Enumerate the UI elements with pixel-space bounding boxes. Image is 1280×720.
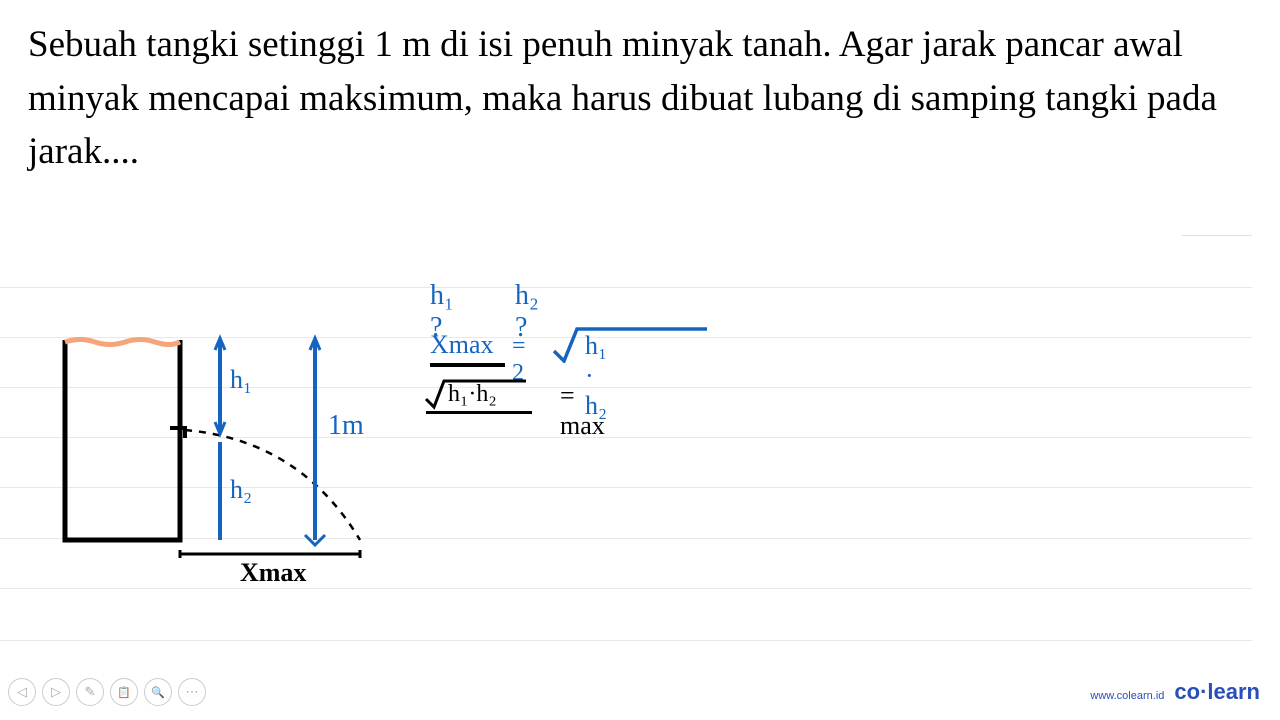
- clipboard-button[interactable]: 📋: [110, 678, 138, 706]
- pen-button[interactable]: ✎: [76, 678, 104, 706]
- pen-icon: ✎: [85, 684, 96, 700]
- ruled-line-short: [1182, 235, 1252, 236]
- logo-prefix: co: [1174, 679, 1200, 704]
- math-sqrt-content: h₁·h₂: [448, 381, 497, 408]
- next-button[interactable]: ▷: [42, 678, 70, 706]
- logo-suffix: learn: [1207, 679, 1260, 704]
- math-eqmax: = max: [560, 381, 605, 441]
- brand-url: www.colearn.id: [1090, 690, 1164, 702]
- more-icon: ⋯: [186, 684, 199, 700]
- underline2: [426, 411, 532, 414]
- prev-icon: ◁: [17, 684, 27, 700]
- prev-button[interactable]: ◁: [8, 678, 36, 706]
- question-area: Sebuah tangki setinggi 1 m di isi penuh …: [0, 0, 1280, 179]
- more-button[interactable]: ⋯: [178, 678, 206, 706]
- question-text: Sebuah tangki setinggi 1 m di isi penuh …: [28, 18, 1252, 179]
- bottom-bar: ◁ ▷ ✎ 📋 🔍 ⋯ www.colearn.id co·learn: [0, 674, 1280, 710]
- next-icon: ▷: [51, 684, 61, 700]
- xmax-label: Xmax: [240, 558, 306, 588]
- underline: [430, 363, 505, 367]
- clipboard-icon: 📋: [117, 686, 131, 699]
- zoom-button[interactable]: 🔍: [144, 678, 172, 706]
- h1-label: h₁: [230, 365, 252, 395]
- ruled-line: [0, 640, 1252, 641]
- brand-logo: co·learn: [1174, 679, 1260, 705]
- work-area: h₁ h₂ 1m Xmax h₁ ? h₂ ? Xmax = 2 h₁ · h₂…: [0, 270, 1280, 670]
- trajectory: [185, 430, 360, 540]
- player-controls: ◁ ▷ ✎ 📋 🔍 ⋯: [8, 678, 206, 706]
- tank-diagram: h₁ h₂ 1m Xmax: [60, 290, 390, 595]
- tank-outline: [65, 340, 180, 540]
- liquid-surface: [65, 340, 180, 345]
- sqrt-svg: [552, 321, 712, 363]
- xmax-bracket: [180, 550, 360, 558]
- math-xmax: Xmax: [430, 330, 494, 360]
- h2-label: h₂: [230, 475, 252, 505]
- height-label: 1m: [328, 410, 364, 442]
- zoom-icon: 🔍: [151, 686, 165, 699]
- ruled-line: [0, 287, 1252, 288]
- brand: www.colearn.id co·learn: [1090, 679, 1260, 705]
